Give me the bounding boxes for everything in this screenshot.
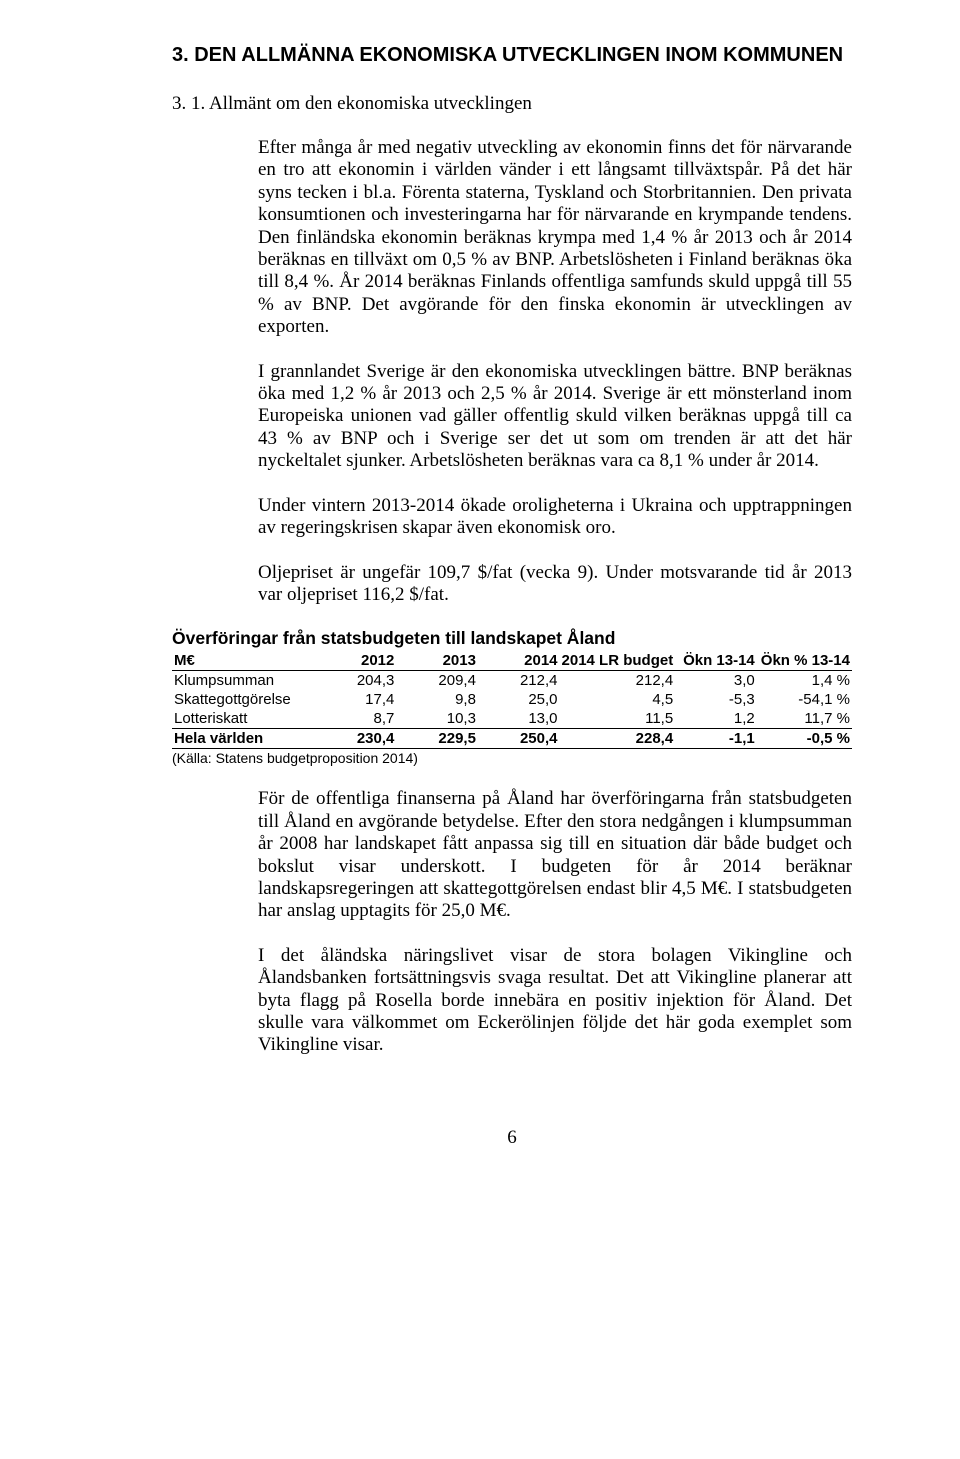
cell: 250,4 [478,729,560,749]
col-header: Ökn % 13-14 [757,651,852,671]
cell: Lotteriskatt [172,709,315,729]
table-row: Klumpsumman 204,3 209,4 212,4 212,4 3,0 … [172,671,852,691]
cell: 230,4 [315,729,397,749]
page-container: 3. DEN ALLMÄNNA EKONOMISKA UTVECKLINGEN … [0,0,960,1189]
cell: -1,1 [675,729,757,749]
cell: 25,0 [478,690,560,709]
cell: 11,7 % [757,709,852,729]
cell: 212,4 [478,671,560,691]
transfers-table: M€ 2012 2013 2014 2014 LR budget Ökn 13-… [172,651,852,749]
body-block-1: Efter många år med negativ utveckling av… [258,137,852,606]
col-header: 2013 [396,651,478,671]
cell: Hela världen [172,729,315,749]
cell: -54,1 % [757,690,852,709]
cell: 17,4 [315,690,397,709]
cell: 212,4 [560,671,676,691]
cell: 9,8 [396,690,478,709]
cell: 11,5 [560,709,676,729]
table-row: Lotteriskatt 8,7 10,3 13,0 11,5 1,2 11,7… [172,709,852,729]
cell: -0,5 % [757,729,852,749]
paragraph: I grannlandet Sverige är den ekonomiska … [258,361,852,473]
cell: 228,4 [560,729,676,749]
col-header: 2012 [315,651,397,671]
page-number: 6 [172,1127,852,1149]
subsection-heading: 3. 1. Allmänt om den ekonomiska utveckli… [172,93,852,115]
table-header-row: M€ 2012 2013 2014 2014 LR budget Ökn 13-… [172,651,852,671]
paragraph: I det åländska näringslivet visar de sto… [258,945,852,1057]
cell: 209,4 [396,671,478,691]
body-block-2: För de offentliga finanserna på Åland ha… [258,788,852,1056]
paragraph: För de offentliga finanserna på Åland ha… [258,788,852,922]
cell: 4,5 [560,690,676,709]
cell: 1,2 [675,709,757,729]
cell: Klumpsumman [172,671,315,691]
cell: 13,0 [478,709,560,729]
section-heading: 3. DEN ALLMÄNNA EKONOMISKA UTVECKLINGEN … [172,44,852,67]
col-header: M€ [172,651,315,671]
cell: 1,4 % [757,671,852,691]
paragraph: Under vintern 2013-2014 ökade orolighete… [258,495,852,540]
paragraph: Efter många år med negativ utveckling av… [258,137,852,339]
cell: 229,5 [396,729,478,749]
col-header: 2014 [478,651,560,671]
table-total-row: Hela världen 230,4 229,5 250,4 228,4 -1,… [172,729,852,749]
cell: 3,0 [675,671,757,691]
table-row: Skattegottgörelse 17,4 9,8 25,0 4,5 -5,3… [172,690,852,709]
col-header: Ökn 13-14 [675,651,757,671]
cell: 10,3 [396,709,478,729]
cell: 8,7 [315,709,397,729]
paragraph: Oljepriset är ungefär 109,7 $/fat (vecka… [258,562,852,607]
table-source: (Källa: Statens budgetproposition 2014) [172,750,852,766]
cell: Skattegottgörelse [172,690,315,709]
col-header: 2014 LR budget [560,651,676,671]
cell: -5,3 [675,690,757,709]
cell: 204,3 [315,671,397,691]
table-title: Överföringar från statsbudgeten till lan… [172,628,852,649]
